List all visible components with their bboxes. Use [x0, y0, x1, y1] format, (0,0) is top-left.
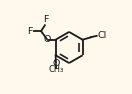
- Text: Cl: Cl: [97, 31, 107, 40]
- Text: O: O: [44, 35, 51, 44]
- Text: F: F: [43, 15, 49, 24]
- Text: O: O: [52, 59, 60, 68]
- Text: CH₃: CH₃: [48, 65, 64, 74]
- Text: F: F: [27, 27, 33, 36]
